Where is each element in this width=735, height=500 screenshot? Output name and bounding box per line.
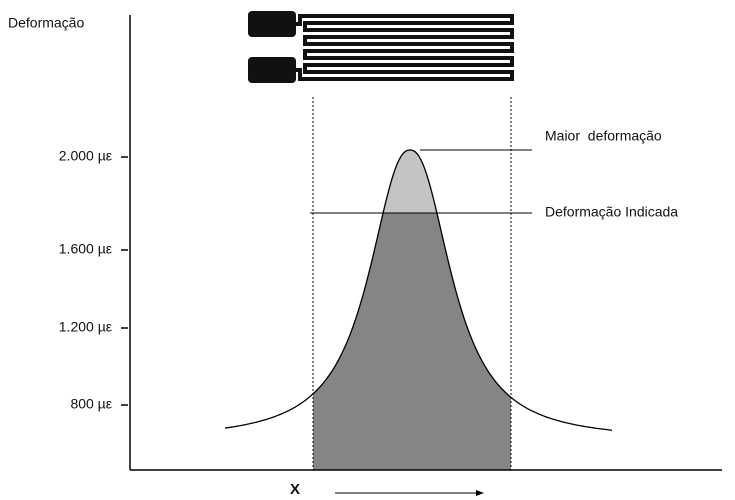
x-arrow-head [476,490,484,496]
y-tick-label: 2.000 µε [59,148,112,164]
y-tick-label: 1.200 µε [59,319,112,335]
x-axis-label: X [290,481,300,498]
strain-curve [224,149,613,431]
annotation: Deformação Indicada [545,204,678,220]
annotation: Maior deformação [545,128,662,144]
shapes [224,149,613,470]
y-tick-label: 800 µε [70,396,112,412]
dark-area [313,150,511,470]
y-axis-label: Deformação [8,15,84,31]
y-tick-label: 1.600 µε [59,241,112,257]
gauge-grid [294,14,514,81]
strain-gauge [248,11,514,83]
tick-marks [121,156,128,406]
